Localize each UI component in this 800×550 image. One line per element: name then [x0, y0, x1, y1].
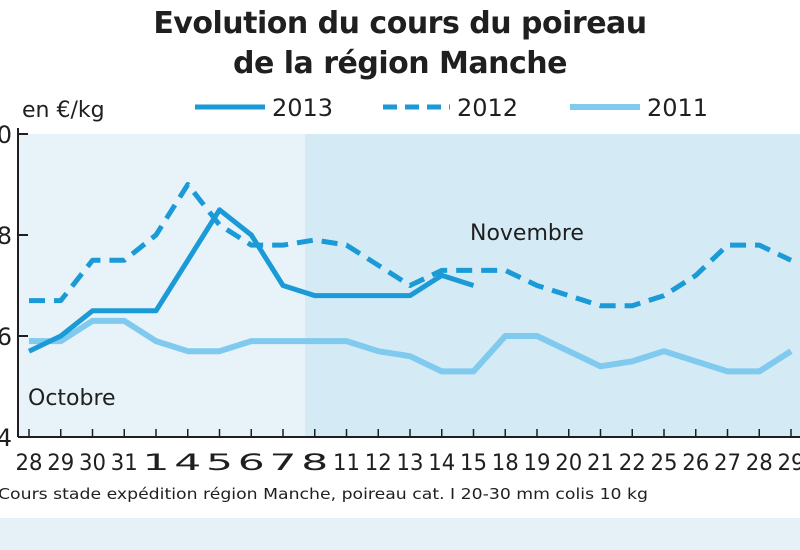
- x-tick-label: 27: [714, 451, 741, 476]
- y-axis-label: en €/kg: [22, 98, 105, 123]
- series-line-2013: [27, 207, 475, 354]
- x-tick-label: 29: [47, 451, 74, 476]
- y-tick-label: 6: [0, 323, 12, 351]
- x-tick-label: 30: [79, 451, 106, 476]
- series-line-2011: [29, 317, 793, 375]
- y-tick-label: 4: [0, 424, 12, 452]
- x-tick-label: 31: [111, 451, 138, 476]
- series-line-2012: [29, 182, 793, 309]
- y-tick-label: 8: [0, 222, 12, 250]
- legend-label-2013: 2013: [272, 94, 333, 122]
- period-label-october: Octobre: [28, 386, 116, 411]
- plot-area-november: [305, 134, 800, 437]
- x-tick-label: 21: [587, 451, 614, 476]
- x-tick-label: 6: [238, 451, 265, 476]
- x-tick-label: 20: [555, 451, 582, 476]
- y-tick-label: 0: [0, 121, 12, 149]
- x-tick-label: 22: [619, 451, 646, 476]
- footer-band: [0, 518, 800, 550]
- source-note: Cours stade expédition région Manche, po…: [0, 485, 648, 503]
- plot-area-october: [18, 134, 305, 437]
- x-tick-label: 11: [333, 451, 360, 476]
- x-tick-label: 8: [301, 451, 328, 476]
- legend-label-2011: 2011: [647, 94, 708, 122]
- chart-title-line-2: de la région Manche: [233, 46, 568, 81]
- x-tick-label: 26: [682, 451, 709, 476]
- x-tick-label: 18: [492, 451, 519, 476]
- x-tick-label: 14: [428, 451, 455, 476]
- x-tick-label: 13: [397, 451, 424, 476]
- x-tick-label: 4: [174, 451, 201, 476]
- x-tick-label: 12: [365, 451, 392, 476]
- x-tick-label: 28: [746, 451, 773, 476]
- x-tick-label: 25: [651, 451, 678, 476]
- x-tick-label: 7: [270, 451, 297, 476]
- legend-label-2012: 2012: [457, 94, 518, 122]
- x-tick-label: 28: [16, 451, 43, 476]
- chart-title: Evolution du cours du poireau de la régi…: [0, 4, 800, 84]
- x-tick-label: 1: [143, 451, 170, 476]
- x-tick-label: 29: [778, 451, 800, 476]
- period-label-november: Novembre: [470, 221, 584, 246]
- x-tick-label: 15: [460, 451, 487, 476]
- x-tick-label: 5: [206, 451, 233, 476]
- x-tick-label: 19: [524, 451, 551, 476]
- chart-title-line-1: Evolution du cours du poireau: [153, 6, 647, 41]
